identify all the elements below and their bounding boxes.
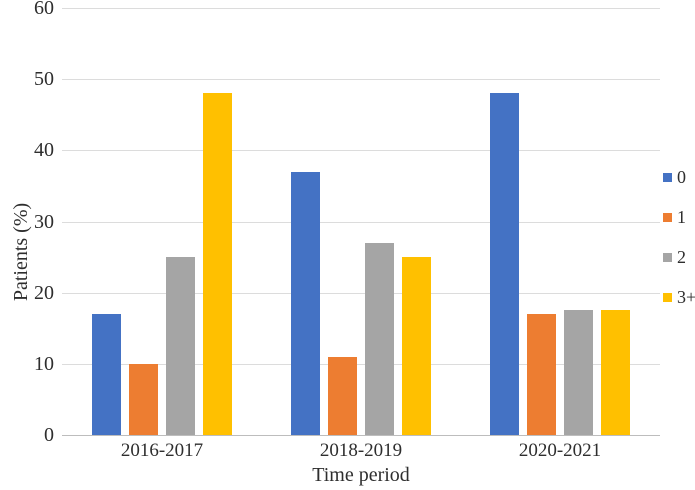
x-tick-label: 2020-2021 (518, 440, 602, 461)
gridline (62, 150, 660, 151)
bar-series-1-2020-2021 (527, 314, 556, 435)
legend-label: 1 (677, 207, 686, 227)
bar-series-1-2018-2019 (328, 357, 357, 435)
legend-item-0: 0 (663, 157, 695, 197)
y-tick-label: 50 (34, 68, 54, 90)
legend-label: 0 (677, 167, 686, 187)
gridline (62, 364, 660, 365)
bar-series-3+-2018-2019 (402, 257, 431, 435)
y-axis-title: Patients (%) (10, 202, 32, 302)
x-axis-title: Time period (312, 464, 410, 486)
legend-label: 3+ (677, 287, 695, 307)
x-axis-line (62, 435, 660, 436)
bar-series-0-2020-2021 (490, 93, 519, 435)
legend-swatch-icon (663, 212, 672, 222)
bar-series-0-2018-2019 (291, 172, 320, 435)
gridline (62, 222, 660, 223)
legend-item-2: 2 (663, 237, 695, 277)
bar-series-1-2016-2017 (129, 364, 158, 435)
bar-series-0-2016-2017 (92, 314, 121, 435)
legend-item-1: 1 (663, 197, 695, 237)
y-tick-label: 60 (34, 0, 54, 19)
bar-series-3+-2020-2021 (601, 310, 630, 435)
bar-series-2-2016-2017 (166, 257, 195, 435)
bar-series-2-2020-2021 (564, 310, 593, 435)
y-tick-label: 10 (34, 353, 54, 375)
legend-item-3+: 3+ (663, 277, 695, 317)
legend-swatch-icon (663, 172, 672, 182)
y-tick-label: 40 (34, 139, 54, 161)
gridline (62, 293, 660, 294)
legend: 0 1 2 3+ (663, 157, 695, 317)
x-tick-label: 2018-2019 (319, 440, 403, 461)
bar-series-2-2018-2019 (365, 243, 394, 435)
y-tick-label: 0 (44, 424, 54, 446)
legend-label: 2 (677, 247, 686, 267)
x-tick-label: 2016-2017 (120, 440, 204, 461)
legend-swatch-icon (663, 252, 672, 262)
gridline (62, 8, 660, 9)
y-tick-label: 20 (34, 282, 54, 304)
gridline (62, 79, 660, 80)
legend-swatch-icon (663, 292, 672, 302)
bar-series-3+-2016-2017 (203, 93, 232, 435)
y-tick-label: 30 (34, 211, 54, 233)
